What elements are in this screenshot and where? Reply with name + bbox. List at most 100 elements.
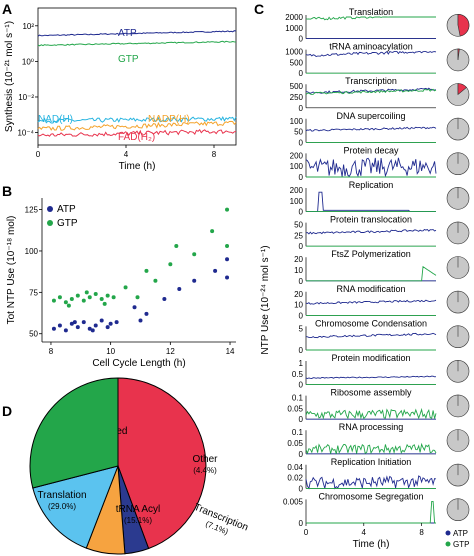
panel-c-row-ytick-label: 100	[290, 117, 304, 126]
panel-c-xtick-label: 4	[362, 528, 367, 537]
panel-c-letter: C	[254, 1, 264, 17]
panel-a-ytick-label: 10⁰	[22, 57, 34, 66]
panel-a-series-line	[37, 120, 237, 131]
panel-c-row-atp-line	[305, 475, 437, 490]
panel-c-row-title: Translation	[349, 7, 393, 17]
panel-c-row-title: RNA processing	[339, 422, 404, 432]
panel-c-row-ytick-label: 0	[299, 381, 304, 390]
panel-c-row-ytick-label: 0	[299, 104, 304, 113]
panel-a-series-line	[37, 40, 237, 47]
panel-c-row-ytick-label: 0	[299, 242, 304, 251]
panel-d-slice-label: Other	[192, 454, 218, 465]
panel-b-point	[225, 257, 230, 262]
panel-b-ytick-label: 75	[29, 288, 38, 297]
panel-d-slice	[32, 465, 119, 549]
panel-c-row-ytick-label: 250	[290, 93, 304, 102]
panel-c-row-atp-line	[305, 375, 437, 379]
panel-b-letter: B	[2, 183, 12, 199]
panel-c-row-atp-line	[306, 191, 436, 213]
panel-c-row-ytick-label: 50	[294, 221, 303, 230]
panel-c-row-title: Protein modification	[331, 353, 410, 363]
panel-c-legend-marker	[445, 530, 451, 536]
panel-b-point	[57, 295, 62, 300]
panel-a-ytick-label: 10²	[22, 22, 34, 31]
panel-b-point	[225, 275, 230, 280]
panel-d-letter: D	[2, 403, 12, 419]
panel-b-point	[84, 290, 89, 295]
panel-c-row-ytick-label: 50	[294, 128, 303, 137]
panel-a-xlabel: Time (h)	[119, 161, 156, 172]
panel-b-point	[81, 320, 86, 325]
panel-c-row-ytick-label: 1	[299, 359, 304, 368]
panel-c-row-ytick-label: 10	[294, 301, 303, 310]
panel-a-series-label: FAD(H₂)	[118, 132, 155, 143]
panel-c-row-title: DNA supercoiling	[336, 111, 405, 121]
panel-b-point	[162, 296, 167, 301]
panel-b-point	[66, 303, 71, 308]
panel-c-row-ytick-label: 2000	[285, 13, 303, 22]
panel-c-row-ytick-label: 100	[290, 162, 304, 171]
panel-c-row-gtp-line	[305, 407, 437, 420]
panel-c-xtick-label: 0	[304, 528, 309, 537]
panel-c-row-ytick-label: 0	[299, 35, 304, 44]
panel-b-point	[87, 326, 92, 331]
panel-b-ytick-label: 125	[25, 206, 39, 215]
panel-d-slice	[29, 377, 119, 489]
panel-b-point	[123, 285, 128, 290]
panel-d-slice-pct: (15.1%)	[124, 516, 152, 525]
panel-c-row-title: Replication Initiation	[331, 457, 412, 467]
panel-c-xtick-label: 8	[419, 528, 424, 537]
panel-c-row-title: Transcription	[345, 76, 397, 86]
panel-b-point	[153, 278, 158, 283]
panel-b-point	[51, 326, 56, 331]
panel-c-legend-label: GTP	[453, 540, 469, 549]
panel-a-xtick-label: 0	[36, 150, 41, 159]
panel-b-point	[135, 295, 140, 300]
panel-b-point	[87, 295, 92, 300]
panel-d-slice	[117, 377, 207, 550]
panel-b-xtick-label: 8	[49, 347, 54, 356]
panel-b-point	[63, 300, 68, 305]
panel-b-point	[210, 229, 215, 234]
panel-b-ylabel: Tot NTP Use (10⁻¹⁸ mol)	[6, 216, 17, 325]
panel-c-row-ytick-label: 200	[290, 186, 304, 195]
panel-b-point	[75, 293, 80, 298]
panel-b-ytick-label: 50	[29, 330, 38, 339]
panel-c-row-pie-slice	[457, 83, 467, 96]
panel-a-ytick-label: 10⁻⁴	[17, 129, 34, 138]
panel-a-series-label: NADP(H)	[148, 114, 190, 125]
panel-b-point	[90, 328, 95, 333]
panel-c-row-ytick-label: 0	[299, 311, 304, 320]
panel-d-slice-label: tRNA Acyl	[116, 504, 160, 515]
panel-b-point	[144, 268, 149, 273]
panel-c-row-ytick-label: 0.05	[287, 404, 303, 413]
panel-d-slice-label: Translation	[37, 490, 86, 501]
panel-a-ytick-label: 10⁻²	[18, 93, 34, 102]
panel-b-point	[75, 325, 80, 330]
panel-c-row-ytick-label: 10	[294, 266, 303, 275]
panel-c-row-atp-line	[305, 157, 437, 178]
panel-b-point	[105, 325, 110, 330]
panel-b-point	[225, 244, 230, 248]
panel-c-row-ytick-label: 0	[299, 450, 304, 459]
panel-b-xlabel: Cell Cycle Length (h)	[92, 358, 185, 369]
panel-c-row-ytick-label: 25	[294, 231, 303, 240]
panel-b-point	[102, 301, 107, 306]
panel-b-point	[63, 328, 68, 333]
panel-c-row-ytick-label: 0	[299, 173, 304, 182]
panel-c-row-ytick-label: 5	[299, 324, 304, 333]
panel-c-chart: NTP Use (10⁻²⁴ mol s⁻¹)Translation200010…	[260, 7, 469, 550]
panel-b-point	[192, 252, 197, 257]
panel-b-point	[99, 318, 104, 323]
panel-c-row-gtp-line	[305, 88, 437, 95]
panel-c-row-atp-line	[305, 299, 437, 305]
panel-c-row-title: Chromosome Segregation	[318, 491, 423, 501]
panel-c-row-ytick-label: 1000	[285, 24, 303, 33]
panel-c-row-gtp-line	[306, 500, 436, 524]
panel-b-point	[192, 278, 197, 283]
panel-c-row-ytick-label: 0	[299, 519, 304, 528]
panel-b-ytick-label: 100	[25, 247, 39, 256]
panel-c-row-title: Protein translocation	[330, 215, 412, 225]
panel-a-frame	[37, 7, 237, 146]
panel-c-row-title: Chromosome Condensation	[315, 318, 427, 328]
